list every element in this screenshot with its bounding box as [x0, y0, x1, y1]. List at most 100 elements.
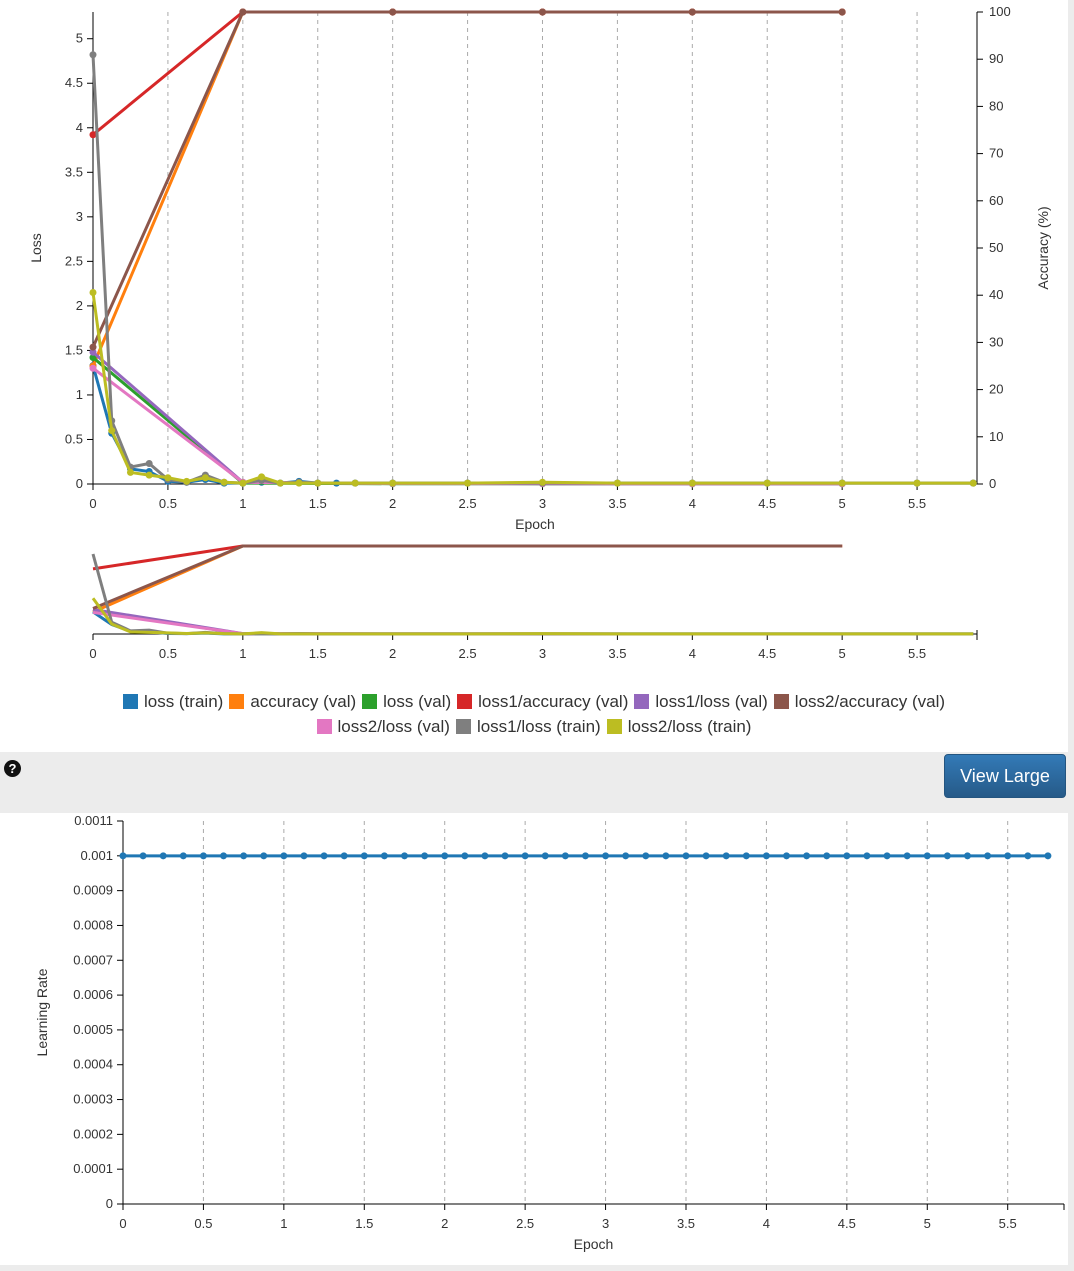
legend-label: loss1/loss (val)	[655, 692, 768, 711]
overview-tick-label: 3.5	[608, 646, 626, 661]
legend-swatch	[316, 719, 332, 734]
lr-data-point	[260, 852, 268, 860]
data-point	[913, 479, 921, 487]
data-point	[258, 473, 266, 481]
overview-series-line	[92, 608, 843, 636]
legend-label: loss (val)	[383, 692, 452, 711]
legend-item[interactable]: loss (train)	[122, 689, 223, 714]
y2-tick-label: 20	[989, 382, 1003, 397]
legend-item[interactable]: loss2/loss (val)	[316, 714, 450, 739]
lr-data-point	[943, 852, 951, 860]
lr-data-point	[742, 852, 750, 860]
y2-tick-label: 50	[989, 240, 1003, 255]
lr-data-point	[602, 852, 610, 860]
lr-data-point	[360, 852, 368, 860]
data-point	[89, 364, 97, 372]
chart-legend: loss (train) accuracy (val) loss (val) loss…	[0, 689, 1068, 739]
lr-x-tick-label: 4	[763, 1216, 770, 1231]
x-tick-label: 2.5	[459, 496, 477, 511]
lr-chart-panel: 0 0.5 1 1.5 2 2.5 3 3.5 4 4.5 5 5.5 0 0.0001 0.0002 0.0…	[0, 813, 1068, 1265]
legend-item[interactable]: loss2/accuracy (val)	[773, 689, 945, 714]
data-point	[126, 468, 134, 476]
data-point	[89, 354, 97, 362]
y-tick-label: 5	[76, 31, 83, 46]
data-point	[183, 477, 191, 485]
lr-y-tick-label: 0	[106, 1196, 113, 1211]
lr-data-point	[622, 852, 630, 860]
lr-x-tick-label: 0.5	[194, 1216, 212, 1231]
lr-data-point	[863, 852, 871, 860]
x-tick-label: 3	[539, 496, 546, 511]
legend-swatch	[773, 694, 789, 709]
data-point	[838, 479, 846, 487]
lr-data-point	[220, 852, 228, 860]
lr-y-tick-label: 0.0004	[73, 1057, 113, 1072]
lr-data-point	[1044, 852, 1052, 860]
data-point	[89, 131, 97, 139]
lr-x-tick-label: 3.5	[677, 1216, 695, 1231]
view-large-button[interactable]: View Large	[944, 754, 1066, 798]
overview-tick-label: 5.5	[908, 646, 926, 661]
loss-accuracy-chart: 0 0.5 1 1.5 2 2.5 3 3.5 4 4.5 5 5.5 0 0.5 1 1.5 2 2.5 3 3.5…	[28, 4, 1051, 532]
legend-item[interactable]: loss1/loss (val)	[634, 689, 768, 714]
data-point	[164, 474, 172, 482]
legend-label: accuracy (val)	[250, 692, 357, 711]
y-tick-label: 2.5	[65, 253, 83, 268]
legend-swatch	[457, 694, 473, 709]
y2-tick-label: 90	[989, 51, 1003, 66]
y2-tick-label: 30	[989, 334, 1003, 349]
lr-data-point	[400, 852, 408, 860]
lr-data-point	[561, 852, 569, 860]
lr-data-point	[883, 852, 891, 860]
lr-y-tick-label: 0.0005	[73, 1022, 113, 1037]
lr-data-point	[280, 852, 288, 860]
lr-data-point	[199, 852, 207, 860]
lr-data-point	[823, 852, 831, 860]
legend-swatch	[606, 719, 622, 734]
legend-item[interactable]: loss1/loss (train)	[455, 714, 601, 739]
lr-y-tick-label: 0.001	[80, 848, 113, 863]
legend-item[interactable]: loss (val)	[362, 689, 451, 714]
lr-data-point	[240, 852, 248, 860]
overview-tick-label: 1	[239, 646, 246, 661]
lr-data-point	[380, 852, 388, 860]
overview-tick-label: 4.5	[758, 646, 776, 661]
legend-swatch	[122, 694, 138, 709]
main-chart-panel: 0 0.5 1 1.5 2 2.5 3 3.5 4 4.5 5 5.5 0 0.5 1 1.5 2 2.5 3 3.5…	[0, 0, 1068, 752]
lr-x-tick-label: 1.5	[355, 1216, 373, 1231]
y-tick-label: 3.5	[65, 164, 83, 179]
overview-tick-label: 3	[539, 646, 546, 661]
data-point	[688, 8, 696, 16]
legend-label: loss2/loss (train)	[627, 717, 752, 736]
overview-series-line	[92, 544, 843, 610]
lr-data-point	[581, 852, 589, 860]
lr-x-tick-label: 3	[602, 1216, 609, 1231]
y-tick-label: 2	[76, 298, 83, 313]
lr-data-point	[320, 852, 328, 860]
y-tick-label: 1	[76, 387, 83, 402]
question-circle-icon[interactable]: ?	[4, 760, 21, 777]
legend-item[interactable]: loss1/accuracy (val)	[457, 689, 628, 714]
legend-item[interactable]: accuracy (val)	[229, 689, 356, 714]
series-line	[92, 367, 843, 486]
overview-series-line	[92, 544, 843, 571]
lr-data-point	[702, 852, 710, 860]
lr-data-point	[441, 852, 449, 860]
lr-data-point	[963, 852, 971, 860]
data-point	[763, 479, 771, 487]
legend-swatch	[634, 694, 650, 709]
x-tick-label: 4	[689, 496, 696, 511]
overview-series-line	[92, 610, 843, 636]
data-point	[89, 343, 97, 351]
legend-item[interactable]: loss2/loss (train)	[606, 714, 752, 739]
data-point	[351, 479, 359, 487]
lr-data-point	[481, 852, 489, 860]
overview-tick-label: 2.5	[459, 646, 477, 661]
y-tick-label: 4	[76, 120, 83, 135]
lr-data-point	[783, 852, 791, 860]
overview-chart[interactable]: 0 0.5 1 1.5 2 2.5 3 3.5 4 4.5 5 5.5	[0, 540, 1068, 670]
lr-x-tick-label: 1	[280, 1216, 287, 1231]
lr-data-point	[1024, 852, 1032, 860]
y2-tick-label: 70	[989, 146, 1003, 161]
overview-tick-label: 5	[839, 646, 846, 661]
